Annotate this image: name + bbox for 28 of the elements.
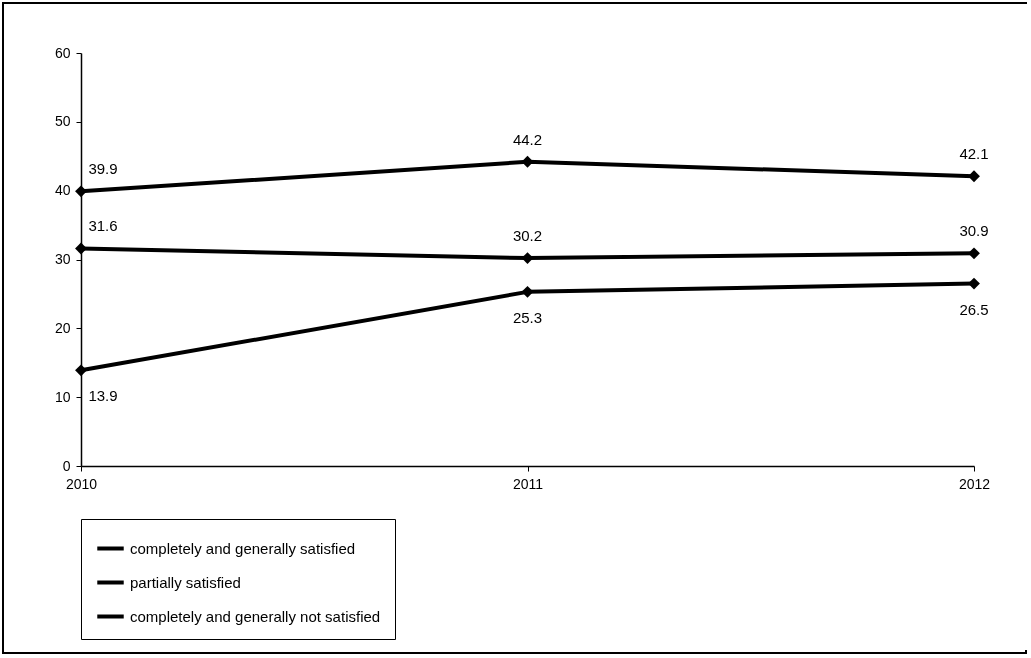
- data-label: 31.6: [88, 217, 118, 235]
- y-tick-label: 60: [54, 44, 71, 61]
- y-tick-label: 30: [54, 251, 71, 267]
- x-tick-label: 2010: [65, 475, 98, 492]
- data-label: 30.2: [512, 227, 543, 245]
- x-tick-label: 2012: [958, 475, 991, 492]
- data-label: 26.5: [959, 300, 989, 318]
- y-tick-label: 20: [54, 319, 71, 336]
- y-tick-label: 10: [54, 388, 71, 405]
- data-label: 25.3: [512, 308, 543, 326]
- data-label: 13.9: [88, 387, 118, 405]
- x-tick-label: 2011: [512, 475, 544, 492]
- data-label: 44.2: [512, 130, 543, 148]
- legend-label: completely and generally not satisfied: [130, 607, 381, 625]
- point: [75, 364, 87, 377]
- point: [75, 185, 87, 198]
- point: [75, 242, 87, 255]
- data-label: 30.9: [959, 222, 989, 240]
- point: [968, 170, 980, 183]
- legend-label: completely and generally satisfied: [130, 539, 356, 557]
- y-tick-label: 0: [62, 457, 71, 474]
- point: [968, 277, 980, 290]
- data-label: 39.9: [88, 160, 118, 178]
- y-tick-label: 50: [54, 113, 71, 130]
- legend-label: partially satisfied: [130, 573, 241, 591]
- y-tick-label: 40: [54, 182, 71, 199]
- data-label: 42.1: [959, 145, 989, 163]
- point: [968, 247, 980, 260]
